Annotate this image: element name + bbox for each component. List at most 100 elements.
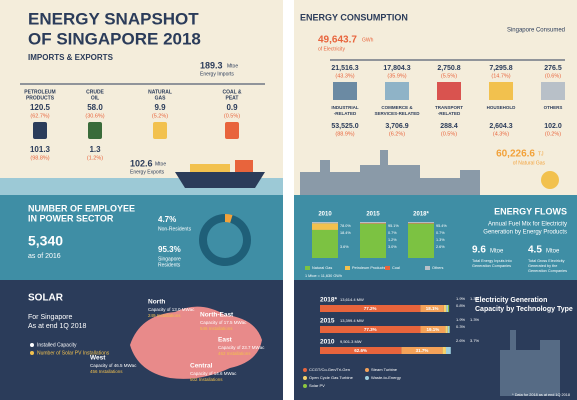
skyline [300, 150, 480, 195]
product-icon [33, 122, 47, 139]
gas-value: 288.4 [440, 123, 458, 130]
label: of Electricity [318, 46, 345, 52]
label: (0.2%) [545, 131, 561, 137]
legend-swatch [305, 266, 310, 270]
capacity-segment [401, 347, 443, 354]
inputs-value: 9.6 [472, 245, 486, 256]
label: 1 Mtoe = 11,630 GWh [305, 274, 342, 278]
donut-segment [224, 214, 233, 223]
gas-value: 2,604.3 [489, 123, 512, 130]
legend-label: Number of Solar PV Installations [37, 350, 110, 356]
label: As at end 1Q 2018 [28, 323, 86, 330]
employees-bg [0, 195, 283, 280]
year-label: 2015 [320, 318, 335, 325]
value-label: 31.7% [416, 348, 429, 353]
label: Total Gross Electricity [528, 259, 565, 263]
value-label: 1.3% [436, 238, 445, 242]
import-value: 120.5 [30, 103, 51, 112]
label: 9,501.3 MW [340, 339, 362, 344]
capacity-segment [442, 347, 446, 354]
title: OF SINGAPORE 2018 [28, 29, 201, 48]
imports-value: 189.3 [200, 60, 223, 70]
label: of Natural Gas [513, 160, 546, 166]
product-icon [153, 122, 167, 139]
fuel-segment [360, 223, 386, 258]
power-plant [500, 330, 560, 396]
legend-swatch [345, 266, 350, 270]
section-heading: ENERGY CONSUMPTION [300, 12, 408, 22]
label: Residents [158, 262, 181, 268]
label: Annual Fuel Mix for Electricity [488, 222, 567, 228]
product-name: CRUDE [86, 89, 104, 95]
section-heading: ENERGY FLOWS [494, 206, 567, 216]
region-name: East [218, 337, 233, 344]
label: Energy Exports [130, 169, 165, 175]
sector-icon [541, 82, 565, 100]
label: TJ [538, 151, 544, 157]
label: 13,614.4 MW [340, 297, 364, 302]
label: Capacity of 46.5 MWac [90, 363, 137, 368]
electricity-total: 49,643.7 [318, 35, 357, 46]
section-heading: SOLAR [28, 293, 64, 304]
value-label: 19.1% [427, 327, 440, 332]
legend-label: Others [432, 266, 443, 270]
region-name: North-East [200, 312, 234, 319]
ship-cargo [190, 164, 230, 172]
gas-value: 3,706.9 [385, 123, 408, 130]
product-name: COAL & [222, 89, 241, 95]
label: (98.8%) [30, 155, 49, 161]
legend-dot [303, 384, 307, 388]
label: (0.5%) [224, 113, 240, 119]
legend-dot [303, 376, 307, 380]
region-name: West [90, 355, 106, 362]
capacity-segment [445, 326, 448, 333]
product-icon [88, 122, 102, 139]
capacity-segment [443, 305, 447, 312]
region-name: Central [190, 363, 213, 370]
section-heading: NUMBER OF EMPLOYEE [28, 203, 135, 213]
year-label: 2018* [320, 297, 337, 304]
sector-name: SERVICES-RELATED [374, 111, 420, 116]
product-name: GAS [155, 95, 167, 101]
employee-total: 5,340 [28, 233, 63, 249]
import-value: 9.9 [154, 103, 166, 112]
value-label: 1.9% [456, 296, 466, 301]
label: Mtoe [155, 161, 166, 167]
value-label: 1.9% [456, 317, 466, 322]
label: (88.9%) [335, 131, 354, 137]
electricity-value: 7,295.8 [489, 65, 512, 72]
year-label: 2010 [320, 339, 335, 346]
legend-label: Natural Gas [312, 266, 332, 270]
label: (5.2%) [152, 113, 168, 119]
legend-label: Open Cycle Gas Turbine [309, 375, 354, 380]
product-name: PRODUCTS [26, 95, 55, 101]
value-label: 2.6% [456, 338, 466, 343]
year-label: 2018* [413, 212, 429, 218]
label: Energy Imports [200, 71, 234, 77]
label: GWh [362, 37, 374, 43]
flows-bg [294, 195, 577, 280]
value-label: 77.2% [364, 306, 377, 311]
product-icon [225, 122, 239, 139]
sector-name: -RELATED [438, 111, 461, 116]
fuel-segment [312, 222, 338, 224]
value-label: 1.2% [388, 238, 397, 242]
value-label: 0.8% [456, 303, 466, 308]
title: ENERGY SNAPSHOT [28, 9, 199, 28]
product-name: OIL [91, 95, 99, 101]
value-label: 0.7% [436, 231, 445, 235]
fuel-segment [312, 223, 338, 230]
legend-swatch [425, 266, 430, 270]
label: Capacity of 14.6 MWac [190, 371, 237, 376]
sector-name: OTHERS [544, 105, 563, 110]
label: Total Energy Inputs into [472, 259, 512, 263]
fuel-segment [312, 229, 338, 258]
label: 249 Installations [148, 313, 181, 318]
legend-label: Installed Capacity [37, 342, 77, 348]
legend-dot [30, 343, 34, 347]
label: 502 Installations [190, 377, 223, 382]
sector-name: COMMERCE & [381, 105, 413, 110]
capacity-segment [320, 347, 402, 354]
product-name: PETROLEUM [24, 89, 55, 95]
